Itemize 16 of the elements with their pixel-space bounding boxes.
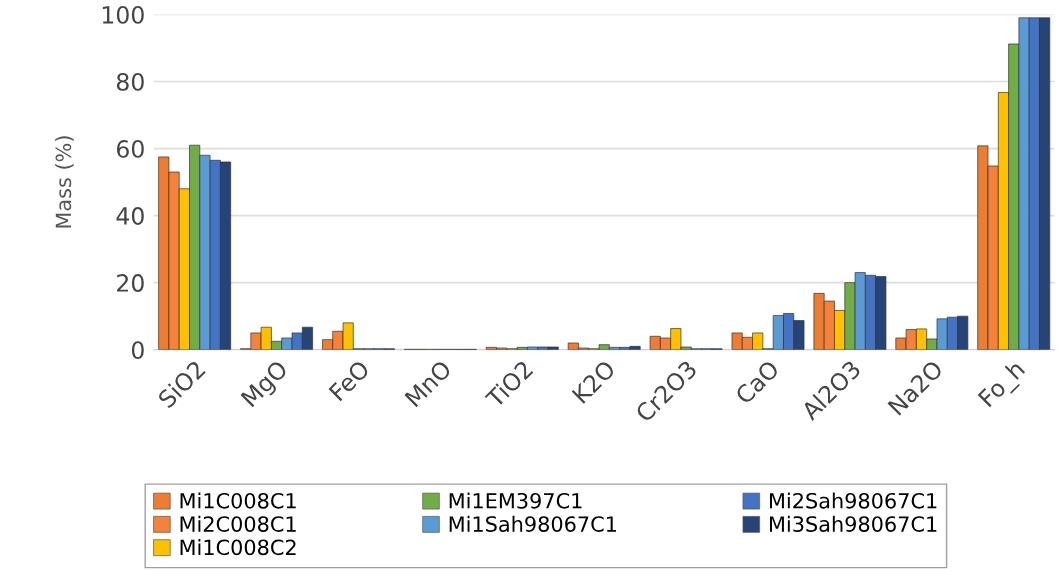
y-tick-label: 60 <box>116 139 144 158</box>
legend-label: Mi2C008C1 <box>180 515 296 532</box>
y-tick-label: 100 <box>102 5 144 24</box>
y-axis-title: Mass (%) <box>55 136 74 228</box>
y-tick-label: 0 <box>131 341 144 359</box>
legend-label: Mi1Sah98067C1 <box>449 515 617 532</box>
legend-label: Mi1C008C2 <box>180 539 296 556</box>
legend-label: Mi1C008C1 <box>180 492 296 509</box>
x-tick-label: CaO <box>734 359 780 406</box>
y-tick-label: 40 <box>116 207 144 225</box>
x-tick-label: FeO <box>328 359 371 402</box>
y-tick-label: 20 <box>117 274 144 292</box>
y-tick-label: 80 <box>116 72 144 91</box>
legend-label: Mi3Sah98067C1 <box>770 515 937 532</box>
legend-label: Mi2Sah98067C1 <box>770 492 937 509</box>
legend-label: Mi1EM397C1 <box>449 492 582 509</box>
